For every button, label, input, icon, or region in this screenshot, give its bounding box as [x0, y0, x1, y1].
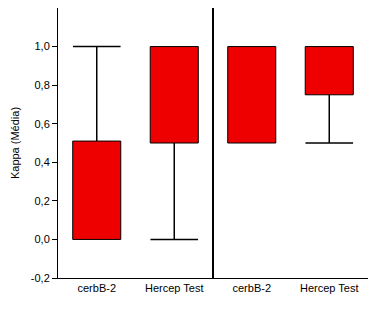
svg-text:Kappa (Média): Kappa (Média)	[9, 107, 21, 179]
svg-text:0,8: 0,8	[35, 79, 50, 91]
svg-text:0,6: 0,6	[35, 118, 50, 130]
svg-text:Hercep Test: Hercep Test	[145, 282, 204, 294]
svg-text:0,4: 0,4	[35, 156, 50, 168]
svg-text:0,0: 0,0	[35, 233, 50, 245]
svg-text:cerbB-2: cerbB-2	[232, 282, 271, 294]
svg-text:0,2: 0,2	[35, 195, 50, 207]
svg-text:cerbB-2: cerbB-2	[77, 282, 116, 294]
svg-text:-0,2: -0,2	[31, 272, 50, 284]
svg-text:1,0: 1,0	[35, 40, 50, 52]
svg-text:Hercep Test: Hercep Test	[300, 282, 359, 294]
